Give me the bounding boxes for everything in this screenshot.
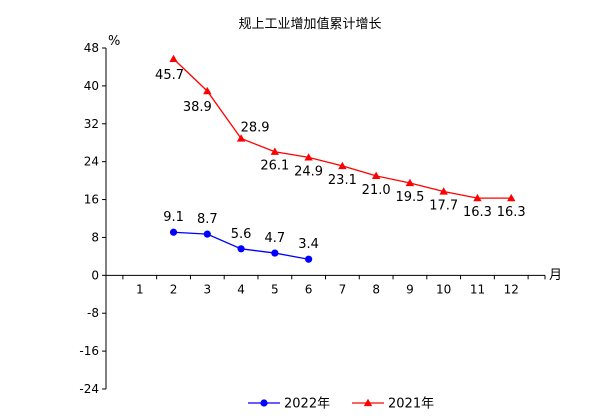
legend-label: 2022年	[284, 397, 330, 412]
data-label: 5.6	[231, 227, 252, 242]
data-point	[169, 228, 178, 236]
data-label: 16.3	[463, 205, 492, 220]
legend-item-1: 2021年	[352, 397, 434, 412]
data-label: 38.9	[183, 100, 212, 115]
data-label: 28.9	[241, 120, 270, 135]
data-label: 4.7	[265, 231, 286, 246]
data-point	[338, 161, 347, 170]
data-point	[507, 193, 516, 202]
y-tick-label: 24	[84, 155, 99, 169]
data-label: 24.9	[294, 164, 323, 179]
y-tick-label: 8	[91, 230, 99, 244]
data-label: 17.7	[429, 199, 458, 214]
x-tick-label: 6	[305, 282, 313, 296]
data-point	[305, 255, 313, 263]
legend-label: 2021年	[388, 397, 434, 412]
data-label: 3.4	[298, 237, 319, 252]
y-tick-label: -8	[87, 306, 99, 320]
data-point	[473, 193, 482, 202]
chart-title: 规上工业增加值累计增长	[238, 16, 381, 32]
data-point	[203, 230, 211, 238]
x-tick-label: 7	[339, 282, 347, 296]
x-tick-label: 3	[203, 282, 211, 296]
y-tick-label: -24	[79, 382, 99, 396]
data-label: 23.1	[328, 173, 357, 188]
data-label: 19.5	[395, 190, 424, 205]
data-point	[304, 153, 313, 161]
x-tick-label: 5	[271, 282, 279, 296]
data-label: 8.7	[197, 212, 218, 227]
x-tick-label: 10	[436, 282, 451, 296]
legend-item-0: 2022年	[248, 397, 330, 412]
data-point	[270, 147, 280, 155]
series-layer: 9.1 8.7 5.6 4.7 3.4 45.7 38.9 28.9 26.1 24.9 23.1 2…	[155, 54, 526, 263]
legend: 2022年 2021年	[248, 397, 434, 412]
data-label: 16.3	[497, 205, 526, 220]
y-tick-label: 16	[84, 193, 99, 207]
data-label: 21.0	[362, 183, 391, 198]
y-tick-label: 48	[84, 41, 99, 55]
x-tick-label: 2	[170, 282, 178, 296]
data-point	[371, 171, 381, 180]
data-point	[169, 54, 178, 63]
series-1: 45.7 38.9 28.9 26.1 24.9 23.1 21.0 19.5 17.7 16.3…	[155, 54, 526, 220]
y-tick-label: 40	[84, 79, 99, 93]
data-point	[203, 86, 212, 95]
x-tick-label: 9	[406, 282, 414, 296]
x-tick-label: 4	[237, 282, 245, 296]
y-tick-label: 0	[91, 268, 99, 282]
x-tick-label: 11	[470, 282, 485, 296]
x-tick-label: 1	[136, 282, 144, 296]
data-point	[237, 245, 245, 253]
data-point	[405, 178, 415, 187]
y-tick-label: 32	[84, 117, 99, 131]
data-point	[236, 134, 246, 142]
data-point	[439, 187, 448, 195]
data-point	[271, 249, 279, 257]
y-axis-unit: %	[108, 34, 120, 49]
series-0: 9.1 8.7 5.6 4.7 3.4	[163, 210, 319, 263]
y-tick-label: -16	[79, 344, 99, 358]
x-tick-label: 8	[372, 282, 380, 296]
x-tick-label: 12	[504, 282, 519, 296]
x-axis-unit: 月	[549, 268, 562, 283]
legend-marker	[363, 398, 373, 407]
legend-marker	[260, 399, 268, 407]
data-label: 26.1	[260, 159, 289, 174]
data-label: 45.7	[155, 68, 184, 83]
data-label: 9.1	[163, 210, 184, 225]
